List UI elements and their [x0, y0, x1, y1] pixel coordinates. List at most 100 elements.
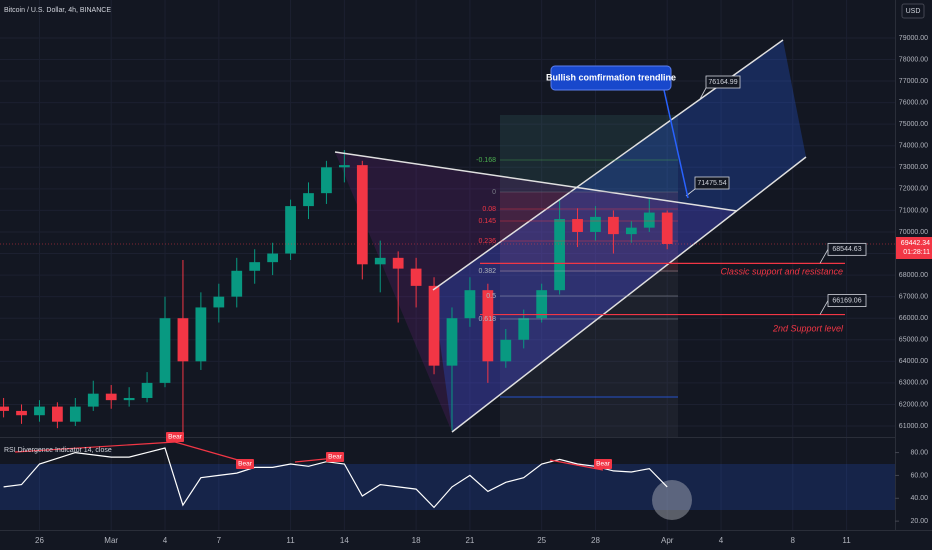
candle-body	[392, 257, 404, 269]
candle-body	[500, 339, 512, 362]
fib-label: 0.145	[478, 218, 496, 225]
y-tick-label: 73000.00	[899, 164, 928, 171]
x-tick-label: 21	[465, 536, 474, 545]
candle-body	[554, 219, 565, 291]
candle-body	[572, 219, 583, 232]
rsi: Bear Bear Bear Bear	[3, 432, 668, 509]
candle-body	[159, 318, 171, 383]
y-tick-label: 67000.00	[899, 293, 928, 300]
y-tick-label: 79000.00	[899, 35, 928, 42]
level-label: 2nd Support level	[772, 323, 844, 333]
divergence-line	[14, 441, 176, 453]
x-tick-label: 25	[537, 536, 546, 545]
x-tick-label: 11	[842, 536, 851, 545]
signal-label: Bear	[238, 461, 253, 468]
callout-box	[827, 294, 867, 307]
y-tick-label: 40.00	[910, 495, 928, 502]
y-tick-label: 76000.00	[899, 99, 928, 106]
highlight-circle	[652, 480, 692, 520]
y-tick-label: 60.00	[910, 472, 928, 479]
axes: 61000.00 62000.00 63000.00 64000.00 65000.00…	[35, 35, 932, 545]
fib-box	[500, 115, 678, 437]
fib-label: 0.618	[478, 316, 496, 323]
callout-box	[705, 75, 741, 89]
candle-body	[338, 165, 350, 168]
currency-box[interactable]	[901, 3, 925, 19]
candle-body	[141, 382, 153, 398]
x-tick-label: 7	[217, 536, 222, 545]
callout-box	[827, 242, 867, 256]
candle-body	[661, 212, 673, 244]
channel-lower	[451, 156, 807, 433]
fib-label: 0.5	[486, 293, 496, 300]
y-tick-label: 72000.00	[899, 186, 928, 193]
candle-body	[249, 262, 261, 271]
trendline-box	[550, 65, 672, 91]
candles	[0, 150, 673, 433]
y-tick-label: 65000.00	[899, 337, 928, 344]
x-tick-label: 8	[791, 536, 796, 545]
x-tick-label: 14	[340, 536, 349, 545]
signal-box	[326, 452, 344, 462]
fib-label: 0.08	[482, 206, 496, 213]
callout-text: 76164.99	[708, 79, 737, 86]
y-tick-label: 70000.00	[899, 229, 928, 236]
candle-body	[374, 257, 386, 265]
fib-label: 0.382	[478, 268, 496, 275]
price-axis	[895, 0, 932, 550]
y-tick-label: 20.00	[910, 518, 928, 525]
y-tick-label: 63000.00	[899, 380, 928, 387]
candle-body	[536, 290, 548, 319]
candle-body	[231, 270, 243, 297]
callout-pointer	[699, 87, 707, 100]
candle-body	[177, 318, 189, 362]
callout-text: 66169.06	[832, 297, 861, 304]
candle-body	[410, 268, 422, 286]
signal-label: Bear	[168, 434, 183, 441]
level-label: Classic support and resistance	[720, 266, 843, 276]
candle-body	[195, 307, 207, 362]
candle-body	[518, 318, 530, 340]
rsi-band	[0, 464, 895, 510]
divergence-line	[174, 441, 246, 463]
callout-text: 71475.54	[697, 180, 726, 187]
y-tick-label: 68000.00	[899, 272, 928, 279]
candle-body	[446, 318, 458, 366]
trendline-arrow	[663, 89, 689, 199]
candle-body	[52, 406, 63, 422]
y-tick-label: 61000.00	[899, 423, 928, 430]
currency[interactable]: USD	[906, 8, 921, 15]
candle-body	[0, 406, 9, 411]
candle-body	[123, 397, 135, 401]
signal-label: Bear	[596, 461, 611, 468]
signal-box	[594, 459, 612, 469]
callout-text: 68544.63	[832, 246, 861, 253]
candle-body	[267, 253, 279, 263]
triangle-line	[334, 151, 738, 212]
candle-body	[34, 406, 45, 416]
candle-body	[321, 167, 332, 194]
x-tick-label: 11	[286, 536, 295, 545]
candle-body	[428, 285, 440, 366]
candle-body	[87, 393, 99, 407]
candle-body	[105, 393, 117, 401]
signal-box	[236, 459, 254, 469]
x-tick-label: 28	[591, 536, 600, 545]
candle-body	[16, 410, 27, 416]
y-tick-label: 75000.00	[899, 121, 928, 128]
signal-box	[166, 432, 184, 442]
fib-label: -0.168	[476, 157, 496, 164]
x-tick-label: 4	[163, 536, 168, 545]
candle-body	[643, 212, 655, 228]
candle-body	[285, 206, 296, 254]
overlay: -0.168 0 0.08 0.145 0.236 0.382 0.5 0.618 68544.…	[0, 65, 895, 398]
fib-zone	[500, 192, 678, 272]
candle-body	[482, 290, 494, 362]
candle-body	[69, 406, 81, 422]
candle-body	[625, 227, 637, 235]
rsi-title: RSI Divergence Indicator 14, close	[4, 447, 112, 454]
x-tick-label: Mar	[104, 536, 118, 545]
x-tick-label: Apr	[661, 536, 674, 545]
y-tick-label: 66000.00	[899, 315, 928, 322]
